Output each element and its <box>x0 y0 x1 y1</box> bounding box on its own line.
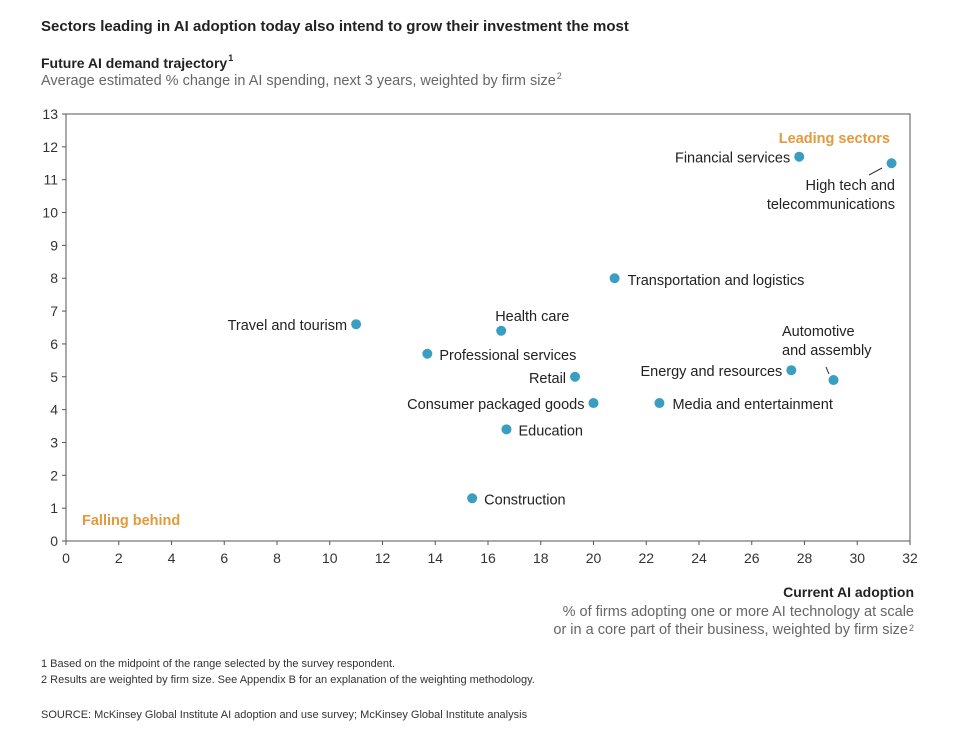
point-high-tech-and-telecommunications <box>886 158 897 169</box>
x-axis-subtitle-line2-wrap: or in a core part of their business, wei… <box>553 621 914 639</box>
y-axis-title: Future AI demand trajectory1 <box>41 53 234 71</box>
point-label-retail: Retail <box>529 371 566 387</box>
x-tick-label: 2 <box>115 550 123 566</box>
y-tick-label: 2 <box>50 467 58 483</box>
x-axis-subtitle-line2: or in a core part of their business, wei… <box>553 622 908 638</box>
leader-line <box>868 167 883 176</box>
x-tick-label: 16 <box>480 550 496 566</box>
y-tick-label: 10 <box>42 205 58 221</box>
annotation-leading-sectors: Leading sectors <box>779 131 890 147</box>
point-consumer-packaged-goods <box>588 398 599 409</box>
x-axis-subtitle-line1: % of firms adopting one or more AI techn… <box>562 604 914 620</box>
point-energy-and-resources <box>786 365 797 376</box>
x-tick-label: 32 <box>902 550 918 566</box>
point-transportation-and-logistics <box>609 273 620 284</box>
annotation-falling-behind: Falling behind <box>82 513 180 529</box>
point-label-education: Education <box>518 423 583 439</box>
source-note: SOURCE: McKinsey Global Institute AI ado… <box>41 709 528 721</box>
y-tick-label: 0 <box>50 533 58 549</box>
point-financial-services <box>794 151 805 162</box>
x-tick-label: 24 <box>691 550 707 566</box>
x-tick-label: 0 <box>62 550 70 566</box>
x-tick-label: 14 <box>427 550 443 566</box>
x-tick-label: 6 <box>220 550 228 566</box>
point-automotive-and-assembly <box>828 375 839 386</box>
x-tick-label: 22 <box>638 550 654 566</box>
point-label-high-tech-and-telecommunications: telecommunications <box>767 197 895 213</box>
footnote-1: 1 Based on the midpoint of the range sel… <box>41 658 396 670</box>
y-tick-label: 9 <box>50 237 58 253</box>
x-tick-label: 18 <box>533 550 549 566</box>
point-retail <box>570 371 581 382</box>
point-media-and-entertainment <box>654 398 665 409</box>
point-label-high-tech-and-telecommunications: High tech and <box>806 178 895 194</box>
point-label-health-care: Health care <box>495 309 569 325</box>
x-axis-subtitle: % of firms adopting one or more AI techn… <box>553 603 914 639</box>
y-tick-label: 7 <box>50 303 58 319</box>
leader-line <box>825 366 830 375</box>
point-label-travel-and-tourism: Travel and tourism <box>228 318 348 334</box>
y-tick-label: 5 <box>50 369 58 385</box>
point-health-care <box>496 325 507 336</box>
y-axis-subtitle: Average estimated % change in AI spendin… <box>41 71 562 89</box>
point-construction <box>467 493 478 504</box>
y-tick-label: 8 <box>50 270 58 286</box>
footnote-ref: 2 <box>556 71 562 81</box>
point-travel-and-tourism <box>351 319 362 330</box>
y-axis-subtitle-text: Average estimated % change in AI spendin… <box>41 73 556 89</box>
point-label-energy-and-resources: Energy and resources <box>640 364 782 380</box>
y-tick-label: 13 <box>42 106 58 122</box>
y-axis-title-text: Future AI demand trajectory <box>41 55 228 71</box>
point-label-construction: Construction <box>484 492 565 508</box>
y-tick-label: 12 <box>42 139 58 155</box>
point-education <box>501 424 512 435</box>
footnote-ref: 1 <box>228 53 234 63</box>
y-tick-label: 6 <box>50 336 58 352</box>
point-label-financial-services: Financial services <box>675 151 790 167</box>
x-axis-title: Current AI adoption <box>783 584 914 600</box>
y-tick-label: 11 <box>43 172 58 188</box>
point-professional-services <box>422 348 433 359</box>
y-tick-label: 4 <box>50 402 58 418</box>
point-label-professional-services: Professional services <box>439 348 576 364</box>
footnote-2: 2 Results are weighted by firm size. See… <box>41 674 535 686</box>
point-label-transportation-and-logistics: Transportation and logistics <box>628 273 805 289</box>
point-label-automotive-and-assembly: and assembly <box>782 343 872 359</box>
x-tick-label: 30 <box>849 550 865 566</box>
y-tick-label: 1 <box>50 500 58 516</box>
footnote-ref: 2 <box>908 623 914 633</box>
point-label-media-and-entertainment: Media and entertainment <box>672 397 832 413</box>
x-tick-label: 28 <box>797 550 813 566</box>
x-tick-label: 8 <box>273 550 281 566</box>
x-tick-label: 12 <box>375 550 391 566</box>
point-label-consumer-packaged-goods: Consumer packaged goods <box>407 397 584 413</box>
x-tick-label: 10 <box>322 550 338 566</box>
point-label-automotive-and-assembly: Automotive <box>782 324 855 340</box>
x-tick-label: 4 <box>168 550 176 566</box>
x-tick-label: 26 <box>744 550 760 566</box>
chart-title: Sectors leading in AI adoption today als… <box>41 18 629 35</box>
y-tick-label: 3 <box>50 434 58 450</box>
x-tick-label: 20 <box>586 550 602 566</box>
